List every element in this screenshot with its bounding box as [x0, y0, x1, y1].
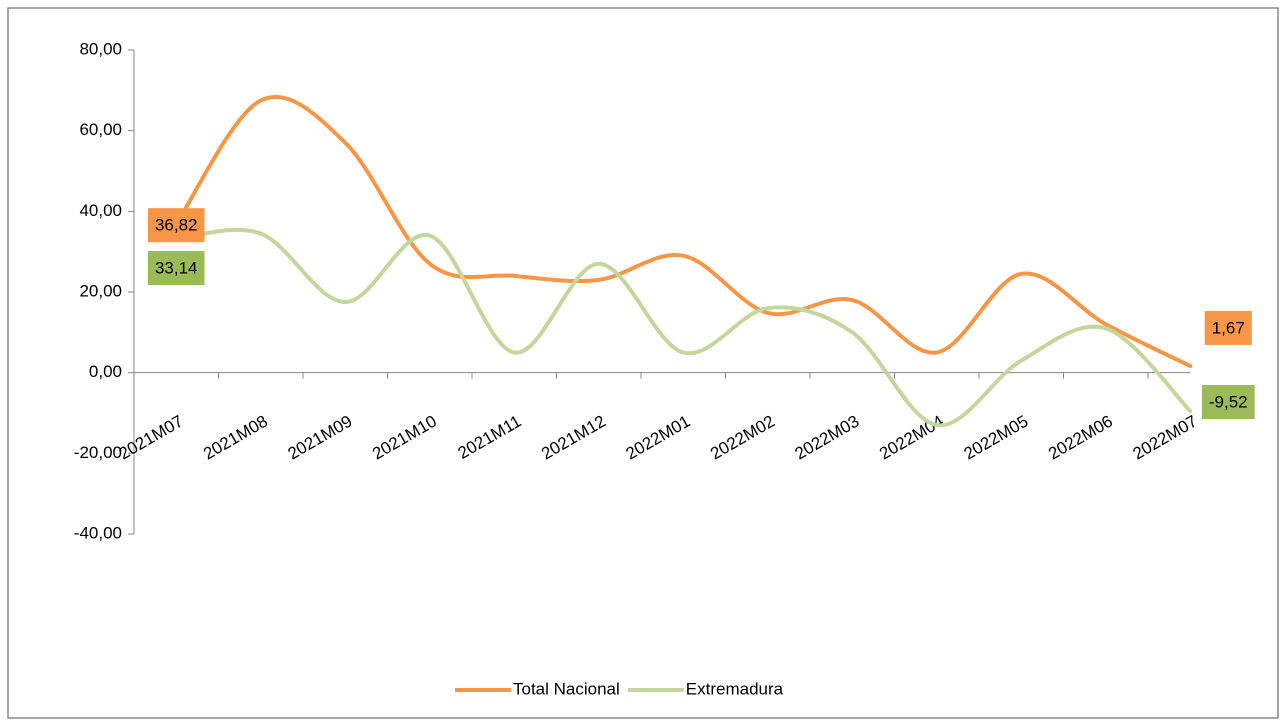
y-tick-label: -20,00 — [74, 443, 122, 462]
data-label-box — [147, 251, 205, 286]
data-label-text: 36,82 — [155, 216, 198, 235]
y-tick-label: 40,00 — [79, 201, 122, 220]
legend-label: Total Nacional — [513, 679, 620, 698]
data-label: 1,67 — [1204, 310, 1252, 345]
data-label-text: 1,67 — [1212, 318, 1245, 337]
y-tick-label: -40,00 — [74, 523, 122, 542]
data-label: 33,14 — [147, 251, 205, 286]
data-label-text: 33,14 — [155, 258, 198, 277]
y-tick-label: 80,00 — [79, 39, 122, 58]
data-label-box — [1201, 385, 1255, 420]
legend-label: Extremadura — [686, 679, 784, 698]
y-tick-label: 0,00 — [89, 362, 122, 381]
line — [174, 227, 1193, 428]
data-label: 36,82 — [147, 208, 205, 243]
data-label-box — [1204, 310, 1252, 345]
chart-frame — [7, 7, 1279, 719]
data-label: -9,52 — [1201, 385, 1255, 420]
line — [174, 94, 1193, 368]
data-label-box — [147, 208, 205, 243]
y-tick-label: 20,00 — [79, 281, 122, 300]
legend: Total Nacional Extremadura — [455, 679, 784, 698]
y-tick-label: 60,00 — [79, 120, 122, 139]
data-label-text: -9,52 — [1209, 393, 1248, 412]
